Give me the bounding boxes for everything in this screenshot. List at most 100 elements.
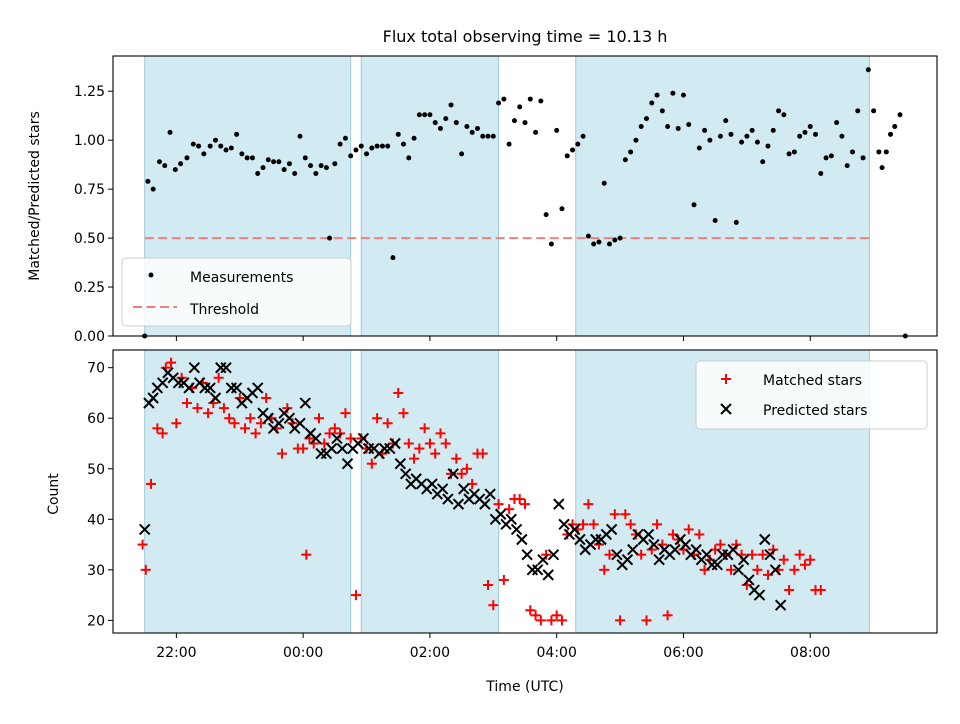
predicted-point — [574, 533, 586, 546]
matched-point — [794, 549, 805, 560]
measurement-point — [607, 241, 613, 247]
measurement-point — [522, 120, 528, 126]
x-axis-ticks-top — [175, 336, 811, 341]
matched-point — [335, 428, 346, 439]
matched-point — [261, 393, 272, 404]
measurement-point — [765, 143, 771, 149]
measurement-point — [570, 147, 576, 153]
measurement-point — [150, 186, 156, 192]
measurement-point — [786, 151, 792, 157]
measurement-point — [464, 123, 470, 129]
measurement-point — [643, 116, 649, 122]
legend-x-glyph — [720, 403, 732, 415]
matched-point — [298, 443, 309, 454]
matched-point — [277, 448, 288, 459]
measurement-point — [617, 235, 623, 241]
predicted-point — [764, 548, 776, 561]
matched-point — [799, 559, 810, 570]
measurement-point — [686, 122, 692, 128]
measurement-point — [332, 161, 338, 167]
measurement-point — [633, 137, 639, 143]
measurement-point — [548, 241, 554, 247]
y-axis-label-bottom: Count — [46, 473, 62, 515]
matched-point — [424, 438, 435, 449]
x-tick-label: 00:00 — [283, 645, 323, 661]
measurement-point — [659, 108, 665, 114]
measurement-point — [749, 127, 755, 133]
matched-point — [218, 403, 229, 414]
predicted-point — [531, 564, 544, 576]
measurement-point — [271, 159, 277, 165]
matched-point — [393, 387, 404, 398]
measurement-point — [538, 98, 544, 104]
measurement-point — [580, 133, 586, 139]
predicted-point — [679, 538, 692, 551]
measurement-point — [212, 137, 218, 143]
matched-point — [366, 458, 377, 469]
legend-marker-predicted — [720, 403, 732, 415]
matched-point — [546, 615, 557, 626]
x-tick-label: 06:00 — [663, 645, 703, 661]
matched-point — [229, 418, 240, 429]
legend-label-threshold: Threshold — [189, 302, 259, 318]
predicted-point — [732, 564, 745, 576]
predicted-point — [183, 382, 195, 394]
predicted-point — [325, 442, 338, 455]
measurement-point — [802, 129, 808, 135]
measurement-point — [770, 127, 776, 133]
measurement-point — [469, 129, 475, 135]
predicted-point — [621, 554, 634, 566]
measurement-point — [728, 131, 734, 137]
matched-point — [504, 504, 515, 515]
matched-point — [551, 610, 562, 621]
measurement-point — [680, 92, 686, 98]
y-tick-label: 30 — [87, 563, 105, 579]
matched-point — [556, 615, 567, 626]
matched-point — [451, 453, 462, 464]
measurement-point — [649, 100, 655, 106]
measurement-point — [834, 120, 840, 126]
measurement-point — [172, 167, 178, 173]
matched-point — [146, 478, 157, 489]
predicted-point — [611, 548, 623, 561]
measurement-point — [223, 147, 229, 153]
measurement-point — [554, 127, 560, 133]
measurement-point — [601, 180, 607, 186]
predicted-point — [516, 533, 528, 546]
measurement-point — [432, 120, 438, 126]
matched-point — [440, 438, 451, 449]
matched-point — [250, 428, 261, 439]
measurement-point — [675, 125, 681, 131]
matched-point — [213, 372, 224, 383]
measurement-point — [791, 149, 797, 155]
measurement-point — [276, 159, 282, 165]
predicted-point — [653, 554, 665, 566]
x-axis-label: Time (UTC) — [485, 679, 563, 695]
measurement-point — [888, 131, 894, 137]
predicted-point — [230, 382, 243, 394]
matched-point — [477, 448, 488, 459]
measurement-point — [196, 143, 202, 149]
predicted-point — [711, 559, 723, 571]
measurement-point — [406, 155, 412, 161]
predicted-point — [737, 554, 750, 566]
predicted-point — [394, 457, 407, 470]
predicted-point — [494, 508, 507, 520]
matched-point — [520, 499, 530, 510]
x-tick-label: 04:00 — [537, 645, 577, 661]
predicted-point — [568, 523, 581, 536]
predicted-point — [299, 397, 311, 409]
matched-point — [615, 615, 626, 626]
matched-point — [609, 509, 620, 520]
predicted-point — [479, 498, 491, 510]
matched-point — [625, 519, 636, 530]
y-tick-label: 70 — [87, 361, 105, 377]
measurement-point — [390, 255, 396, 261]
measurement-point — [691, 202, 697, 208]
measurement-point — [416, 112, 422, 118]
matched-point — [588, 519, 599, 530]
y-axis-label-top: Matched/Predicted stars — [27, 111, 43, 281]
matched-point — [140, 564, 151, 575]
legend-box — [695, 360, 928, 430]
